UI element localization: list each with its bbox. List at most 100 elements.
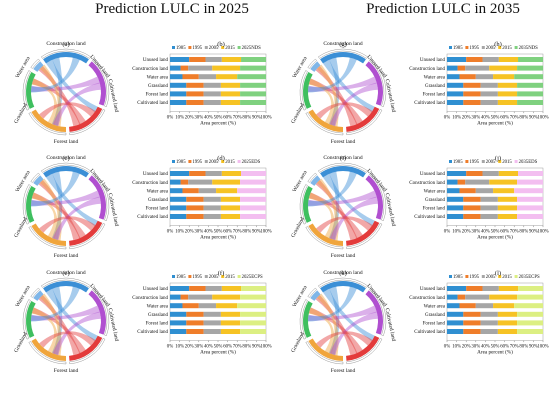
chord-tick-ring (30, 58, 40, 69)
bar-segment (498, 57, 519, 62)
category-label: Forest land (423, 93, 446, 98)
legend-swatch (172, 160, 175, 163)
bar-segment (447, 320, 464, 326)
legend-label: 2035NDS (519, 46, 539, 51)
chord-label-forest: Forest land (54, 253, 79, 259)
legend-swatch (465, 160, 469, 163)
legend-label: 2025EDS (242, 160, 261, 165)
bar-segment (198, 188, 217, 194)
bar-segment (489, 294, 518, 300)
chord-arc-unused (365, 61, 383, 106)
legend-label: 2015 (225, 160, 235, 165)
chord-ribbon (31, 78, 86, 125)
x-tick-label: 60% (223, 345, 232, 350)
category-label: Cultivated land (414, 101, 445, 106)
bar-segment (240, 214, 266, 219)
bar-segment (170, 311, 187, 317)
category-label: Cultivated land (137, 215, 168, 220)
x-tick-label: 70% (233, 116, 242, 121)
legend-label: 1995 (192, 275, 202, 280)
chord-ribbon (308, 171, 357, 207)
x-tick-label: 80% (519, 345, 528, 350)
chord-ribbon (322, 288, 375, 342)
chord-label-grassland: Grassland (290, 216, 306, 238)
chord-diagram-6 (299, 48, 387, 136)
category-label: Unused land (420, 287, 446, 292)
legend-swatch (465, 46, 469, 49)
chord-ribbon (328, 57, 340, 126)
panel-letter: (e) (62, 270, 69, 277)
bar-segment (188, 179, 213, 185)
chord-ribbon (308, 192, 335, 240)
bar-segment (457, 65, 466, 71)
bar-segment (203, 214, 221, 219)
bar-segment (465, 179, 490, 185)
chord-ribbon (328, 286, 340, 355)
chord-ribbon (31, 305, 100, 321)
chord-arc-water (310, 61, 321, 72)
bar-segment (457, 179, 466, 185)
category-label: Construction land (409, 67, 445, 72)
bar-segment (170, 65, 181, 71)
x-tick-label: 30% (471, 230, 480, 235)
bar-segment (517, 329, 543, 334)
chord-ribbon (308, 286, 357, 322)
x-tick-label: 60% (223, 230, 232, 235)
bar-segment (517, 294, 543, 300)
bar-segment (182, 74, 199, 80)
bar-segment (240, 311, 266, 317)
legend-label: 1985 (453, 46, 463, 51)
chord-arc-unused (88, 61, 107, 106)
bar-segment (475, 74, 494, 80)
chord-arc-unused (88, 290, 107, 335)
bar-segment (241, 286, 266, 291)
bar-segment (170, 57, 190, 62)
category-label: Forest land (423, 322, 446, 327)
bar-segment (447, 205, 464, 211)
legend-swatch (481, 160, 485, 163)
bar-segment (447, 179, 458, 185)
chord-ribbon (316, 293, 339, 356)
x-tick-label: 20% (185, 116, 194, 121)
bar-segment (480, 205, 498, 211)
chord-arc-water (33, 290, 44, 301)
bar-segment (220, 329, 241, 334)
x-tick-label: 0% (444, 230, 450, 235)
x-tick-label: 60% (223, 116, 232, 121)
legend-swatch (449, 46, 452, 49)
chord-tick-ring (346, 338, 383, 364)
bar-chart-(h): 1985 1995 2005 2015 2035NDS Unused land Constr… (409, 46, 549, 127)
bar-segment (497, 329, 518, 334)
category-label: Water area (147, 75, 169, 80)
chord-ribbon (52, 311, 101, 356)
bar-segment (189, 171, 206, 176)
chord-tick-ring (299, 299, 308, 340)
bar-chart-(j): 1985 1995 2005 2015 2035EDS Unused land Constr… (409, 160, 549, 241)
category-label: Water area (424, 75, 446, 80)
legend-swatch (514, 46, 518, 49)
chord-tick-ring (318, 277, 368, 288)
chord-diagram-2 (22, 162, 110, 250)
bar-segment (240, 82, 266, 88)
bar-segment (240, 196, 266, 202)
bar-segment (240, 205, 266, 211)
bar-segment (447, 82, 464, 88)
chord-ribbon (31, 286, 80, 322)
legend-label: 2005 (486, 46, 496, 51)
x-tick-label: 50% (491, 230, 500, 235)
bar-segment (216, 74, 238, 80)
chord-arc-cultivated (69, 335, 103, 361)
chord-ribbon (38, 65, 81, 127)
chord-diagram-0 (22, 48, 110, 136)
chord-tick-ring (41, 277, 91, 288)
chord-label-construction: Construction land (323, 41, 363, 47)
bar-segment (517, 320, 543, 326)
chord-tick-ring (369, 287, 387, 336)
bar-segment (188, 65, 213, 71)
bar-segment (514, 303, 543, 309)
column-title-2025: Prediction LULC in 2025 (95, 1, 249, 17)
chord-tick-ring (369, 172, 387, 221)
x-tick-label: 60% (500, 230, 509, 235)
x-tick-label: 20% (185, 345, 194, 350)
bar-segment (241, 57, 266, 62)
